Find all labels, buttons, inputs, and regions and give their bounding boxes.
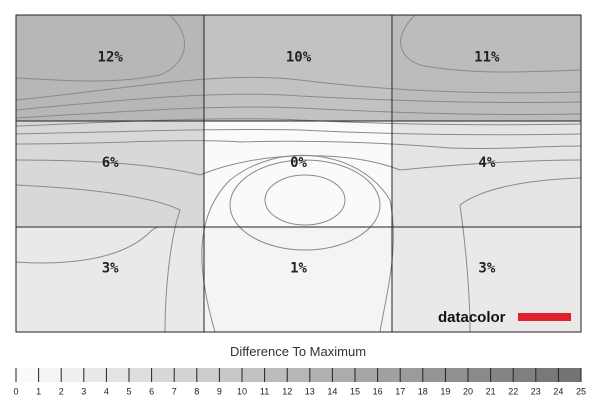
scale-swatch — [83, 368, 107, 382]
scale-swatch — [445, 368, 468, 382]
cell — [204, 226, 393, 332]
scale-swatch — [490, 368, 514, 382]
scale-swatch — [400, 368, 423, 382]
contour — [15, 93, 582, 111]
scale-swatch — [377, 368, 401, 382]
cell-label: 11% — [474, 49, 500, 65]
scale-tick-label: 18 — [418, 386, 428, 396]
scale-tick-label: 11 — [260, 386, 269, 396]
scale-swatch — [309, 368, 333, 382]
cell — [16, 226, 205, 332]
scale-tick-label: 24 — [553, 386, 563, 396]
scale-tick-label: 6 — [149, 386, 154, 396]
contour — [15, 128, 582, 136]
contour — [15, 14, 185, 82]
cell-labels: 12% 10% 11% 6% 0% 4% 3% 1% 3% — [98, 49, 501, 276]
plot-border — [15, 14, 582, 333]
cell — [16, 15, 205, 121]
scale-tick-label: 25 — [576, 386, 586, 396]
scale-tick-label: 3 — [81, 386, 86, 396]
heatmap-cells — [16, 15, 581, 332]
scale-tick-label: 21 — [486, 386, 496, 396]
contour — [229, 159, 381, 251]
cell — [204, 15, 393, 121]
scale-swatch — [151, 368, 175, 382]
scale-swatch — [219, 368, 242, 382]
scale-swatch — [535, 368, 559, 382]
contour — [264, 174, 346, 226]
contour — [15, 184, 181, 333]
cell — [204, 120, 393, 227]
scale-tick-label: 1 — [36, 386, 41, 396]
cell-label: 4% — [478, 155, 495, 171]
scale-swatch — [468, 368, 491, 382]
scale-tick-label: 5 — [126, 386, 131, 396]
scale-swatch — [129, 368, 152, 382]
scale-tick-label: 16 — [373, 386, 383, 396]
contour — [15, 106, 582, 119]
cell-label: 6% — [102, 155, 119, 171]
grid — [15, 14, 582, 333]
contour — [459, 177, 582, 333]
scale-swatch — [332, 368, 355, 382]
color-scale: 0 1 2 3 4 5 6 7 8 9 10 11 12 13 14 15 16 17 18 19 20 21 22 23 24… — [13, 368, 586, 396]
scale-tick-label: 2 — [59, 386, 64, 396]
scale-tick-label: 4 — [104, 386, 109, 396]
scale-swatch — [174, 368, 197, 382]
scale-swatch — [196, 368, 220, 382]
scale-tick-label: 20 — [463, 386, 473, 396]
scale-swatch — [38, 368, 62, 382]
scale-swatch — [61, 368, 84, 382]
scale-swatch — [513, 368, 536, 382]
scale-tick-label: 19 — [440, 386, 450, 396]
scale-swatch — [558, 368, 581, 382]
cell-label: 12% — [98, 49, 124, 65]
scale-tick-label: 7 — [172, 386, 177, 396]
cell-label: 10% — [286, 49, 312, 65]
scale-tick-label: 23 — [531, 386, 541, 396]
contour — [15, 118, 582, 127]
scale-swatch — [287, 368, 310, 382]
contour — [15, 226, 159, 264]
contour — [15, 76, 582, 101]
legend-title: Difference To Maximum — [230, 344, 366, 359]
cell-label: 0% — [290, 155, 307, 171]
logo: datacolor — [438, 309, 506, 326]
scale-tick-label: 9 — [217, 386, 222, 396]
scale-tick-label: 13 — [305, 386, 315, 396]
scale-tick-label: 12 — [282, 386, 292, 396]
scale-tick-label: 14 — [327, 386, 337, 396]
scale-tick-label: 17 — [395, 386, 405, 396]
scale-swatch — [355, 368, 378, 382]
contour — [400, 14, 582, 73]
scale-tick-label: 15 — [350, 386, 360, 396]
cell-label: 1% — [290, 261, 307, 277]
scale-tick-label: 22 — [508, 386, 518, 396]
cell-label: 3% — [102, 261, 119, 277]
scale-swatch — [16, 368, 39, 382]
cell — [16, 120, 205, 227]
scale-tick-label: 0 — [13, 386, 18, 396]
scale-swatch — [264, 368, 288, 382]
contour — [15, 140, 582, 150]
scale-tick-label: 10 — [237, 386, 247, 396]
scale-swatch — [106, 368, 129, 382]
cell — [392, 15, 581, 121]
scale-swatch — [242, 368, 265, 382]
contours — [15, 14, 582, 333]
cell — [392, 120, 581, 227]
logo-bar — [518, 313, 571, 321]
scale-tick-label: 8 — [194, 386, 199, 396]
scale-swatch — [422, 368, 446, 382]
cell-label: 3% — [478, 261, 495, 277]
